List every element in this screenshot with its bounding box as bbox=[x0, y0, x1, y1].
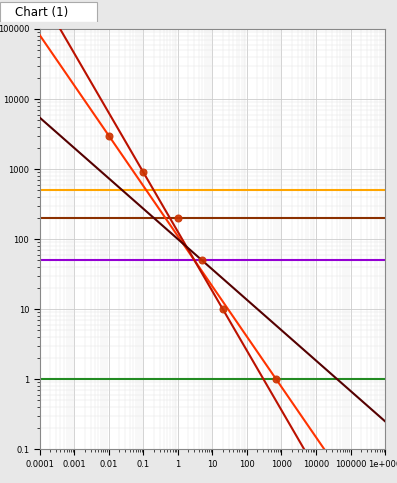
Text: Chart (1): Chart (1) bbox=[15, 6, 68, 19]
FancyBboxPatch shape bbox=[0, 2, 97, 22]
